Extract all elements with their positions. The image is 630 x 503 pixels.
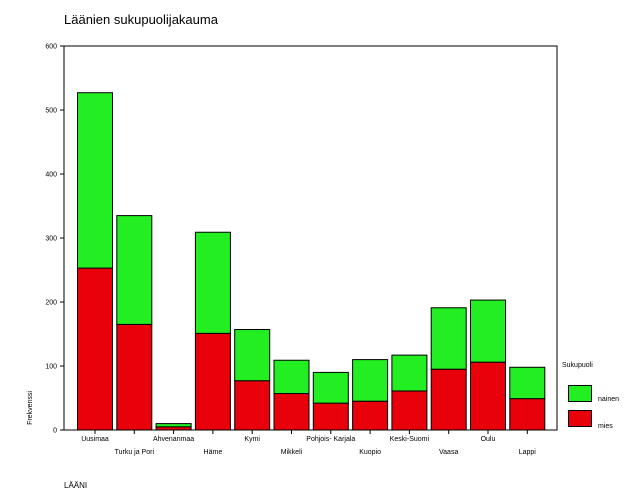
- y-tick-label: 600: [45, 44, 57, 51]
- legend-title: Sukupuoli: [562, 362, 593, 369]
- bar-mies-10: [470, 361, 506, 431]
- x-tick-label: Keski-Suomi: [390, 436, 430, 443]
- bar-mies-5: [273, 393, 310, 431]
- bar-mies-4: [234, 380, 271, 431]
- x-tick-label: Oulu: [481, 436, 496, 443]
- x-tick-label: Vaasa: [439, 449, 458, 456]
- bar-nainen-3: [194, 231, 231, 334]
- x-tick-label: Lappi: [519, 449, 537, 456]
- bar-nainen-10: [470, 299, 506, 363]
- legend-label-nainen: nainen: [598, 396, 620, 403]
- bar-mies-7: [352, 400, 389, 431]
- x-axis-title: LÄÄNI: [64, 481, 88, 490]
- x-tick-label: Ahvenanmaa: [153, 436, 194, 443]
- y-tick-label: 300: [45, 236, 57, 243]
- y-tick-label: 0: [53, 428, 57, 435]
- bar-nainen-0: [77, 92, 113, 269]
- bar-nainen-7: [352, 359, 389, 402]
- legend: Sukupuoli nainen mies: [562, 362, 628, 442]
- y-tick-label: 500: [45, 108, 57, 115]
- x-tick-label: Turku ja Pori: [115, 449, 155, 456]
- bar-mies-3: [194, 332, 231, 431]
- x-tick-label: Kuopio: [359, 449, 381, 456]
- bar-nainen-8: [391, 354, 428, 392]
- x-tick-label: Mikkeli: [281, 449, 303, 456]
- x-axis: Uusimaa Turku ja Pori Ahvenanmaa Häme Kymi Mi…: [81, 430, 536, 456]
- y-tick-label: 200: [45, 300, 57, 307]
- y-tick-label: 400: [45, 172, 57, 179]
- chart-title: Läänien sukupuolijakauma: [64, 12, 218, 27]
- bar-nainen-5: [273, 359, 310, 395]
- x-tick-label: Pohjois- Karjala: [306, 436, 355, 443]
- bar-nainen-4: [234, 329, 271, 382]
- legend-swatch-mies: [568, 410, 592, 427]
- y-axis: 0 100 200 300 400 500 600: [45, 44, 64, 435]
- bars: [77, 92, 546, 431]
- bar-nainen-11: [509, 366, 546, 400]
- bar-nainen-9: [430, 307, 467, 370]
- bar-mies-11: [509, 398, 546, 431]
- bar-nainen-2: [155, 423, 192, 428]
- bar-nainen-1: [116, 215, 153, 325]
- x-tick-label: Uusimaa: [81, 436, 109, 443]
- x-tick-label: Häme: [204, 449, 223, 456]
- y-axis-title: Frekvenssi: [27, 391, 34, 425]
- bar-mies-6: [312, 402, 349, 431]
- legend-label-mies: mies: [598, 423, 613, 430]
- legend-swatch-nainen: [568, 385, 592, 402]
- y-tick-label: 100: [45, 364, 57, 371]
- x-tick-label: Kymi: [244, 436, 260, 443]
- bar-mies-1: [116, 323, 153, 431]
- bar-mies-8: [391, 390, 428, 431]
- bar-mies-0: [77, 267, 113, 431]
- bar-nainen-6: [312, 371, 349, 404]
- bar-mies-9: [430, 368, 467, 431]
